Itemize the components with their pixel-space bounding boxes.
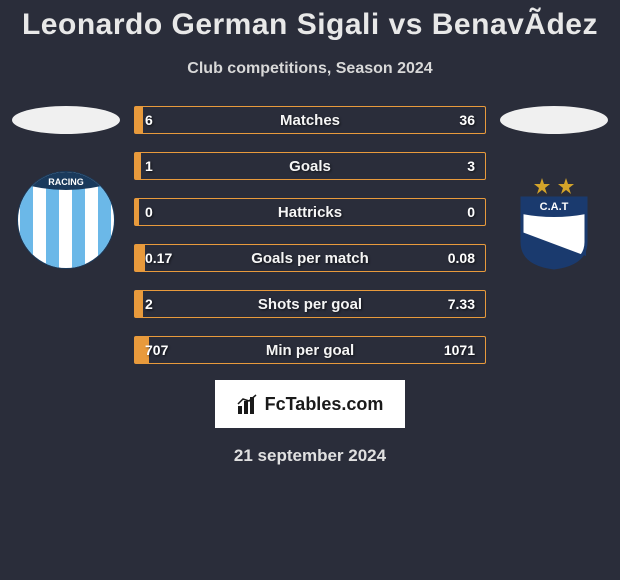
stat-row: 6 Matches 36 — [134, 106, 486, 134]
stat-value-left: 6 — [145, 112, 153, 128]
stat-row: 0 Hattricks 0 — [134, 198, 486, 226]
club-logo-left: RACING — [16, 170, 116, 270]
stat-value-left: 0.17 — [145, 250, 172, 266]
stat-label: Goals per match — [251, 250, 369, 267]
club-right-text: C.A.T — [540, 201, 569, 213]
comparison-card: Leonardo German Sigali vs BenavÃ­dez Clu… — [0, 0, 620, 466]
stat-label: Min per goal — [266, 342, 354, 359]
star-icon — [558, 178, 574, 194]
brand-watermark: FcTables.com — [215, 380, 405, 428]
club-left-text: RACING — [48, 177, 84, 187]
stat-row: 1 Goals 3 — [134, 152, 486, 180]
stats-column: 6 Matches 36 1 Goals 3 0 Hattricks 0 0.17 Goals pe… — [126, 106, 494, 364]
stat-row: 707 Min per goal 1071 — [134, 336, 486, 364]
stat-value-left: 2 — [145, 296, 153, 312]
player-left-avatar — [12, 106, 120, 134]
stat-value-right: 1071 — [444, 342, 475, 358]
player-right-column: C.A.T — [494, 106, 614, 270]
stat-row: 0.17 Goals per match 0.08 — [134, 244, 486, 272]
stat-fill-left — [135, 107, 143, 133]
player-left-column: RACING — [6, 106, 126, 270]
stat-label: Shots per goal — [258, 296, 362, 313]
stat-fill-left — [135, 291, 143, 317]
stat-value-left: 707 — [145, 342, 168, 358]
stat-value-left: 0 — [145, 204, 153, 220]
main-row: RACING 6 Matches 36 1 Goals 3 0 Hattricks 0 0.17 G… — [0, 106, 620, 364]
club-logo-right: C.A.T — [504, 170, 604, 270]
stat-label: Goals — [289, 158, 331, 175]
star-icon — [534, 178, 550, 194]
stat-value-left: 1 — [145, 158, 153, 174]
stat-label: Matches — [280, 112, 340, 129]
stat-row: 2 Shots per goal 7.33 — [134, 290, 486, 318]
page-subtitle: Club competitions, Season 2024 — [0, 60, 620, 78]
stat-label: Hattricks — [278, 204, 342, 221]
page-title: Leonardo German Sigali vs BenavÃ­dez — [0, 8, 620, 42]
stat-fill-left — [135, 245, 145, 271]
date-line: 21 september 2024 — [0, 446, 620, 466]
brand-text: FcTables.com — [265, 394, 384, 415]
stat-value-right: 36 — [459, 112, 475, 128]
stat-value-right: 3 — [467, 158, 475, 174]
stat-value-right: 7.33 — [448, 296, 475, 312]
stat-fill-left — [135, 199, 139, 225]
stat-value-right: 0 — [467, 204, 475, 220]
chart-icon — [237, 393, 259, 415]
player-right-avatar — [500, 106, 608, 134]
stat-fill-left — [135, 153, 141, 179]
stat-value-right: 0.08 — [448, 250, 475, 266]
